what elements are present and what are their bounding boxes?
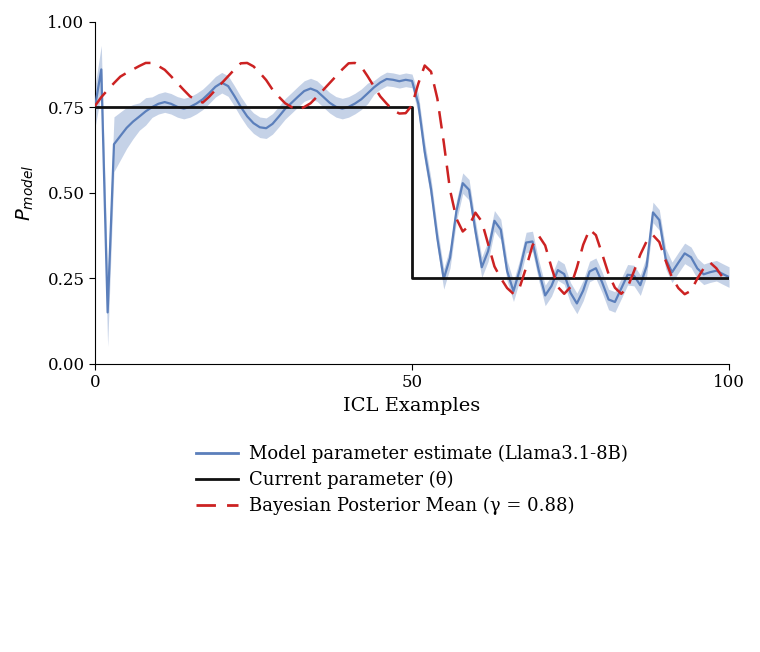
Y-axis label: $P_{model}$: $P_{model}$ [15, 164, 36, 221]
Legend: Model parameter estimate (Llama3.1-8B), Current parameter (θ), Bayesian Posterio: Model parameter estimate (Llama3.1-8B), … [191, 439, 633, 520]
X-axis label: ICL Examples: ICL Examples [344, 396, 480, 415]
